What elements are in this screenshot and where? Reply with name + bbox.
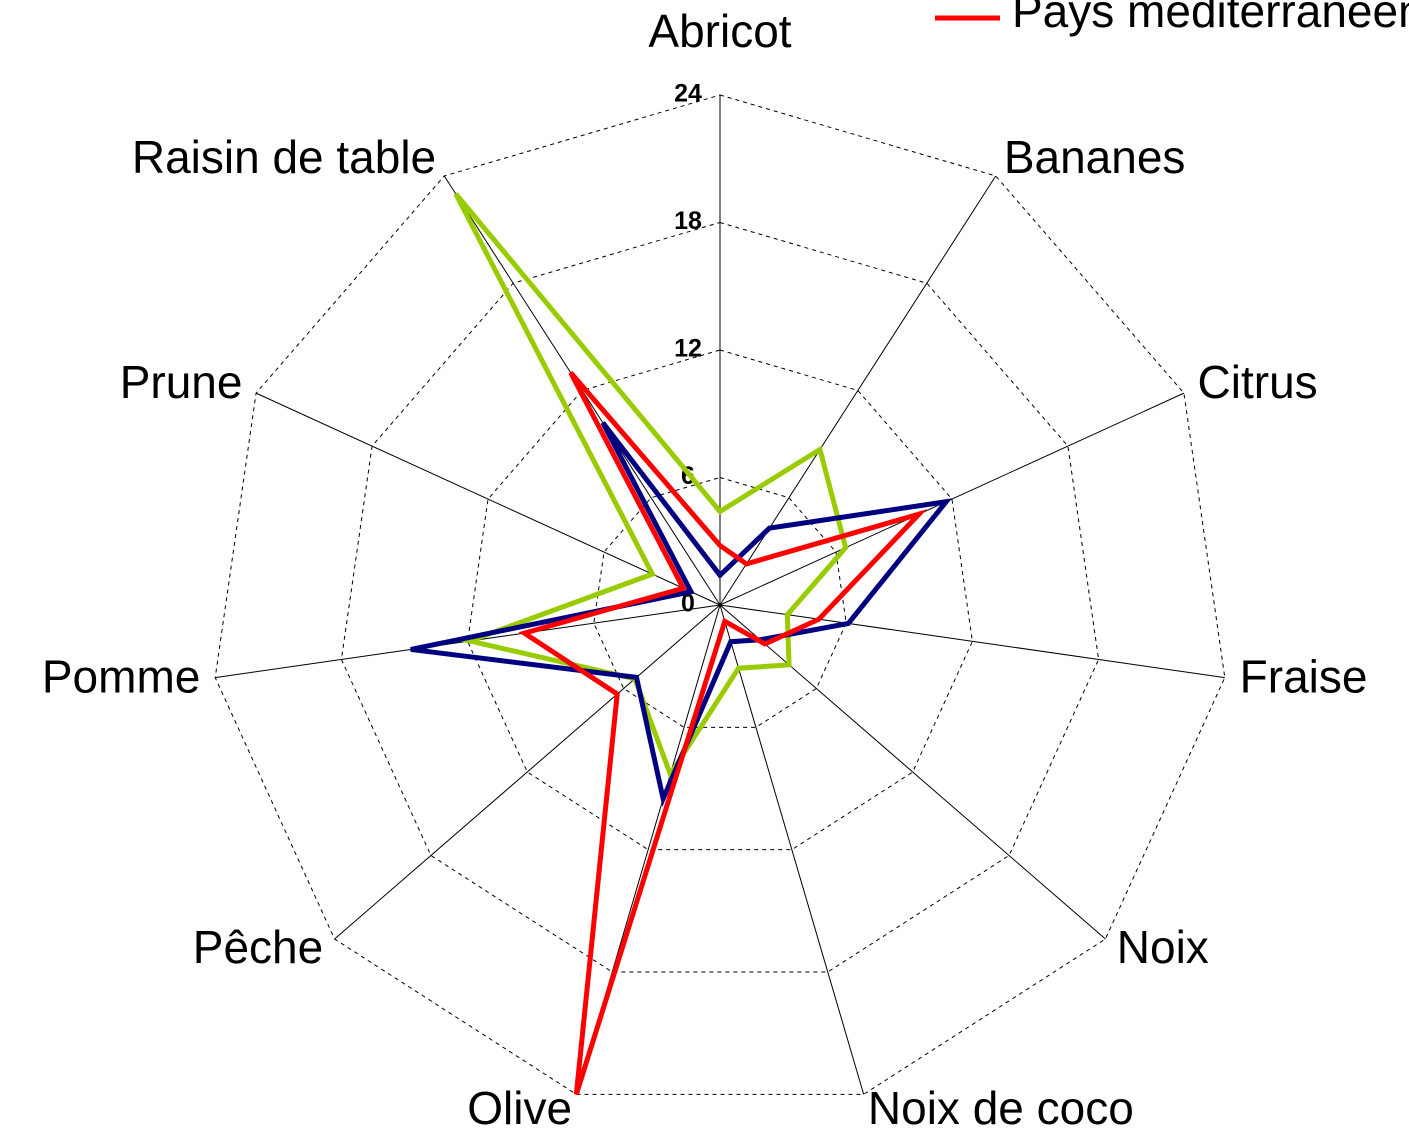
axis-line bbox=[719, 175, 997, 606]
series-line bbox=[518, 370, 928, 1096]
tick-label: 18 bbox=[674, 207, 702, 235]
series-line bbox=[410, 421, 953, 807]
category-label: Pêche bbox=[193, 921, 323, 973]
category-label: Noix de coco bbox=[868, 1082, 1134, 1134]
category-label: Olive bbox=[467, 1082, 572, 1134]
series-line bbox=[453, 192, 849, 780]
axis-line bbox=[719, 604, 1225, 679]
category-label: Fraise bbox=[1240, 650, 1368, 702]
category-label: Abricot bbox=[648, 5, 791, 57]
tick-label: 12 bbox=[674, 335, 702, 363]
tick-label: 24 bbox=[674, 80, 702, 108]
axis-line bbox=[719, 604, 1106, 940]
axis-line bbox=[334, 604, 721, 940]
grid-ring bbox=[340, 221, 1100, 973]
category-label: Bananes bbox=[1004, 131, 1186, 183]
grid-ring bbox=[593, 476, 847, 728]
legend-label: Pays méditerranéens bbox=[1012, 0, 1409, 37]
category-label: Prune bbox=[120, 356, 243, 408]
grid-ring bbox=[214, 94, 1226, 1095]
category-label: Raisin de table bbox=[132, 131, 436, 183]
axis-line bbox=[719, 392, 1185, 606]
tick-label: 0 bbox=[681, 590, 695, 618]
category-label: Citrus bbox=[1198, 356, 1318, 408]
category-label: Pomme bbox=[42, 650, 200, 702]
axis-line bbox=[719, 604, 865, 1095]
category-label: Noix bbox=[1117, 921, 1209, 973]
axis-line bbox=[255, 392, 721, 606]
